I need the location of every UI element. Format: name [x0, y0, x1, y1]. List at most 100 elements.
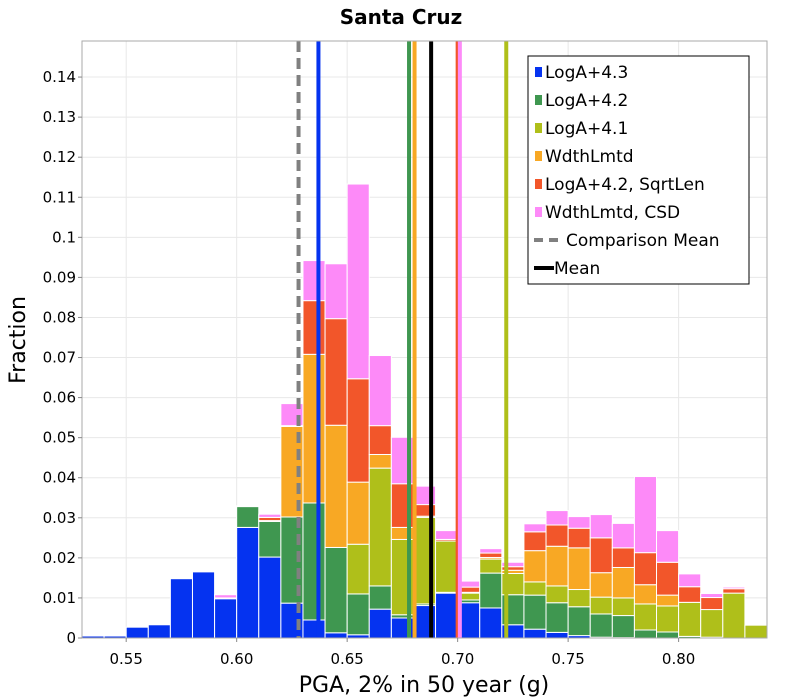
x-tick-label-2: 0.65	[330, 650, 363, 668]
bar-5-29	[722, 586, 746, 590]
bar-4-10	[302, 300, 326, 355]
y-axis-ticks: 0 0.01 0.02 0.03 0.04 0.05 0.06 0.07 0.08 0.09 0.1…	[43, 68, 82, 647]
bar-1-26	[656, 631, 680, 639]
bar-3-13	[368, 453, 392, 469]
bar-4-24	[611, 547, 635, 568]
bar-5-26	[656, 530, 680, 563]
bar-4-27	[678, 586, 702, 603]
legend-swatch-4	[535, 179, 542, 189]
y-tick-label-3: 0.03	[43, 509, 76, 527]
bar-0-2	[125, 626, 149, 639]
x-tick-label-4: 0.75	[551, 650, 584, 668]
bar-1-24	[611, 615, 635, 639]
y-tick-label-9: 0.09	[43, 268, 76, 286]
bar-4-25	[633, 552, 658, 586]
bar-2-25	[633, 603, 658, 631]
bar-0-21	[545, 631, 569, 639]
legend-swatch-3	[535, 151, 542, 161]
bar-2-23	[589, 596, 613, 615]
bar-5-6	[214, 594, 238, 599]
bar-2-20	[523, 581, 547, 596]
chart-title: Santa Cruz	[340, 5, 463, 29]
bar-2-28	[700, 609, 724, 638]
y-tick-label-0: 0	[66, 629, 76, 647]
bar-3-24	[611, 566, 635, 599]
x-tick-label-5: 0.80	[662, 650, 695, 668]
bar-4-13	[368, 425, 392, 455]
bar-1-7	[236, 506, 260, 528]
bar-0-6	[214, 598, 238, 639]
bar-1-22	[567, 606, 591, 637]
bar-0-20	[523, 628, 547, 639]
x-tick-label-1: 0.60	[220, 650, 253, 668]
bar-1-18	[479, 572, 503, 609]
legend-label-4: LogA+4.2, SqrtLen	[545, 175, 705, 195]
bar-3-25	[633, 584, 658, 605]
bar-3-10	[302, 353, 326, 504]
bar-1-10	[302, 502, 326, 621]
bar-4-21	[545, 524, 569, 547]
y-axis-label: Fraction	[6, 296, 31, 384]
bar-5-12	[346, 183, 370, 380]
y-tick-label-10: 0.1	[52, 228, 76, 246]
bar-5-20	[523, 523, 547, 533]
bar-2-21	[545, 585, 569, 604]
legend-label-2: LogA+4.1	[545, 119, 628, 139]
bar-0-16	[435, 592, 459, 639]
bar-5-8	[258, 513, 282, 518]
bar-2-29	[722, 592, 746, 639]
bar-4-20	[523, 531, 547, 552]
bar-0-13	[368, 608, 392, 639]
legend-label-7: Mean	[554, 259, 600, 279]
bar-4-18	[479, 552, 503, 558]
bar-5-16	[435, 530, 459, 540]
bar-2-16	[435, 540, 459, 593]
bar-0-18	[479, 607, 503, 639]
bar-4-29	[722, 588, 746, 594]
x-axis-ticks: 0.55 0.60 0.65 0.70 0.75 0.80	[109, 638, 695, 668]
bar-5-27	[678, 573, 702, 588]
legend-swatch-2	[535, 123, 542, 133]
bar-5-18	[479, 548, 503, 554]
bar-5-24	[611, 522, 635, 549]
legend-swatch-0	[535, 67, 542, 77]
bar-1-25	[633, 629, 658, 639]
bar-5-25	[633, 476, 658, 554]
bar-1-21	[545, 602, 569, 633]
bar-2-13	[368, 467, 392, 587]
y-tick-label-5: 0.05	[43, 429, 76, 447]
y-tick-label-8: 0.08	[43, 308, 76, 326]
bar-3-22	[567, 547, 591, 591]
bar-4-11	[324, 318, 348, 426]
bar-5-13	[368, 355, 392, 427]
x-tick-label-3: 0.70	[441, 650, 474, 668]
x-axis-label: PGA, 2% in 50 year (g)	[299, 673, 550, 698]
y-tick-label-4: 0.04	[43, 469, 76, 487]
bar-0-4	[169, 578, 193, 639]
bar-1-12	[346, 593, 370, 636]
bar-5-22	[567, 516, 591, 529]
bar-4-7	[236, 505, 260, 508]
bar-2-18	[479, 558, 503, 574]
legend: LogA+4.3 LogA+4.2 LogA+4.1 WdthLmtd LogA+4.2…	[527, 55, 750, 285]
bar-3-20	[523, 550, 547, 583]
bar-1-20	[523, 594, 547, 630]
bar-5-23	[589, 514, 613, 539]
bar-2-30	[744, 624, 768, 639]
y-tick-label-2: 0.02	[43, 549, 76, 567]
y-tick-label-12: 0.12	[43, 148, 76, 166]
bar-4-28	[700, 597, 724, 611]
y-tick-label-13: 0.13	[43, 108, 76, 126]
bar-4-23	[589, 537, 613, 574]
bar-3-21	[545, 545, 569, 587]
bar-4-12	[346, 378, 370, 483]
legend-label-3: WdthLmtd	[545, 147, 634, 167]
bar-1-11	[324, 546, 348, 634]
bar-2-24	[611, 597, 635, 617]
bar-3-23	[589, 572, 613, 598]
y-tick-label-1: 0.01	[43, 589, 76, 607]
legend-swatch-5	[535, 207, 542, 217]
bar-4-22	[567, 527, 591, 549]
bar-5-11	[324, 263, 348, 320]
